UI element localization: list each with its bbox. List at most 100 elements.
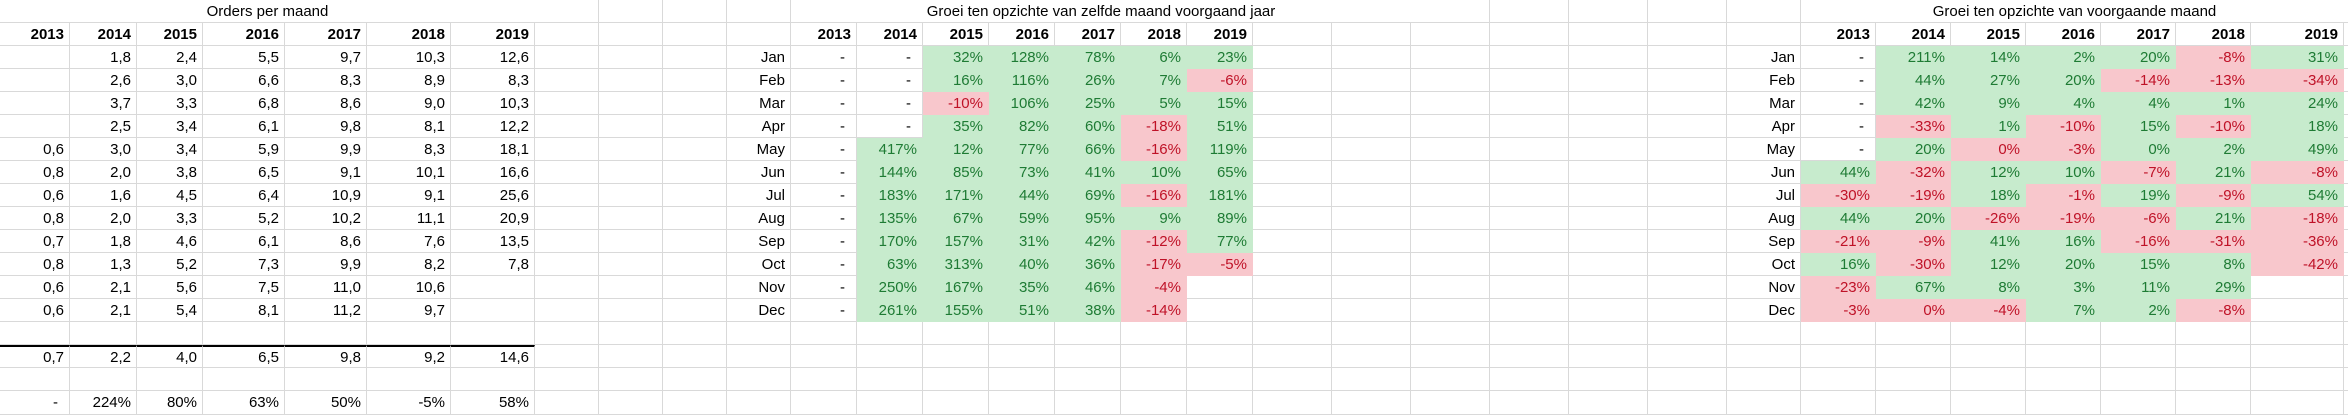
cell-orders-2013-Jun[interactable]: 0,8 [0, 161, 70, 184]
cell-orders-2013-Mar[interactable] [0, 92, 70, 115]
cell[interactable] [1332, 207, 1411, 230]
cell-mom-2015-Nov[interactable]: 8% [1951, 276, 2026, 299]
cell-yoy-2013-Sep[interactable]: - [791, 230, 857, 253]
cell-yoy-2015-Oct[interactable]: 313% [923, 253, 989, 276]
cell-mom-2016-Feb[interactable]: 20% [2026, 69, 2101, 92]
cell[interactable] [2026, 391, 2101, 415]
cell[interactable] [663, 276, 727, 299]
cell[interactable] [1490, 368, 1569, 391]
cell[interactable] [2344, 69, 2348, 92]
cell-orders-2018-Feb[interactable]: 8,9 [367, 69, 451, 92]
cell-orders-2014-May[interactable]: 3,0 [70, 138, 137, 161]
cell[interactable] [2344, 184, 2348, 207]
cell-orders-2018-Jul[interactable]: 9,1 [367, 184, 451, 207]
cell[interactable] [599, 207, 663, 230]
cell-yoy-2018-Oct[interactable]: -17% [1121, 253, 1187, 276]
cell[interactable] [1569, 230, 1648, 253]
cell-mom-2017-Jun[interactable]: -7% [2101, 161, 2176, 184]
cell-yoy-2019-May[interactable]: 119% [1187, 138, 1253, 161]
cell[interactable] [0, 322, 70, 345]
year-header-orders-2017[interactable]: 2017 [285, 23, 367, 46]
cell[interactable] [1411, 184, 1490, 207]
cell[interactable] [599, 161, 663, 184]
cell[interactable] [2344, 138, 2348, 161]
cell-orders-2015-Apr[interactable]: 3,4 [137, 115, 203, 138]
cell[interactable] [599, 46, 663, 69]
cell-yoy-2017-Oct[interactable]: 36% [1055, 253, 1121, 276]
cell-mom-2015-Sep[interactable]: 41% [1951, 230, 2026, 253]
cell[interactable] [663, 0, 727, 23]
cell-orders-2015-Jun[interactable]: 3,8 [137, 161, 203, 184]
cell[interactable] [1569, 345, 1648, 368]
cell[interactable] [663, 115, 727, 138]
cell-orders-2015-Aug[interactable]: 3,3 [137, 207, 203, 230]
cell-mom-2016-May[interactable]: -3% [2026, 138, 2101, 161]
cell-mom-2015-Aug[interactable]: -26% [1951, 207, 2026, 230]
cell-yoy-2013-Oct[interactable]: - [791, 253, 857, 276]
cell[interactable] [1411, 299, 1490, 322]
cell-yoy-2015-Aug[interactable]: 67% [923, 207, 989, 230]
cell-orders-2019-May[interactable]: 18,1 [451, 138, 535, 161]
month-label-mom-Feb[interactable]: Feb [1727, 69, 1801, 92]
cell-mom-2013-Jun[interactable]: 44% [1801, 161, 1876, 184]
cell-orders-2018-Aug[interactable]: 11,1 [367, 207, 451, 230]
month-label-yoy-Nov[interactable]: Nov [727, 276, 791, 299]
cell[interactable] [1411, 230, 1490, 253]
cell[interactable] [2026, 345, 2101, 368]
cell-yoy-2018-Jun[interactable]: 10% [1121, 161, 1187, 184]
cell-mom-2014-Oct[interactable]: -30% [1876, 253, 1951, 276]
cell-orders-2019-Jun[interactable]: 16,6 [451, 161, 535, 184]
cell-mom-2019-Jun[interactable]: -8% [2251, 161, 2344, 184]
cell[interactable] [2251, 322, 2344, 345]
cell[interactable] [1332, 299, 1411, 322]
cell-mom-2016-Nov[interactable]: 3% [2026, 276, 2101, 299]
cell-mom-2014-May[interactable]: 20% [1876, 138, 1951, 161]
year-header-mom-2013[interactable]: 2013 [1801, 23, 1876, 46]
cell-mom-2019-May[interactable]: 49% [2251, 138, 2344, 161]
cell-mom-2017-Mar[interactable]: 4% [2101, 92, 2176, 115]
cell[interactable] [1253, 92, 1332, 115]
cell[interactable] [663, 138, 727, 161]
cell-yoy-2013-Feb[interactable]: - [791, 69, 857, 92]
cell[interactable] [1876, 322, 1951, 345]
cell[interactable] [1490, 391, 1569, 415]
cell-orders-2019-Mar[interactable]: 10,3 [451, 92, 535, 115]
cell[interactable] [535, 184, 599, 207]
cell[interactable] [1951, 345, 2026, 368]
month-label-yoy-Mar[interactable]: Mar [727, 92, 791, 115]
cell[interactable] [1490, 46, 1569, 69]
cell-yoy-2015-Jul[interactable]: 171% [923, 184, 989, 207]
month-label-yoy-Apr[interactable]: Apr [727, 115, 791, 138]
cell[interactable] [1727, 345, 1801, 368]
cell-orders-2015-Sep[interactable]: 4,6 [137, 230, 203, 253]
cell[interactable] [1569, 115, 1648, 138]
cell-yoy-2013-Dec[interactable]: - [791, 299, 857, 322]
cell[interactable] [451, 368, 535, 391]
month-label-yoy-Dec[interactable]: Dec [727, 299, 791, 322]
cell-orders-2019-Jul[interactable]: 25,6 [451, 184, 535, 207]
cell-yoy-2013-Nov[interactable]: - [791, 276, 857, 299]
cell[interactable] [1411, 92, 1490, 115]
cell-yoy-2018-Feb[interactable]: 7% [1121, 69, 1187, 92]
cell-orders-2014-Jan[interactable]: 1,8 [70, 46, 137, 69]
cell[interactable] [1332, 184, 1411, 207]
cell[interactable] [535, 299, 599, 322]
cell-orders-2017-Jul[interactable]: 10,9 [285, 184, 367, 207]
cell[interactable] [1411, 391, 1490, 415]
cell[interactable] [535, 230, 599, 253]
cell-orders-2015-May[interactable]: 3,4 [137, 138, 203, 161]
cell-mom-2018-Jun[interactable]: 21% [2176, 161, 2251, 184]
cell-mom-2013-Sep[interactable]: -21% [1801, 230, 1876, 253]
cell-mom-2013-Oct[interactable]: 16% [1801, 253, 1876, 276]
cell[interactable] [989, 322, 1055, 345]
year-header-mom-2019[interactable]: 2019 [2251, 23, 2344, 46]
cell[interactable] [923, 322, 989, 345]
cell-mom-2017-Jan[interactable]: 20% [2101, 46, 2176, 69]
cell-yoy-2015-Sep[interactable]: 157% [923, 230, 989, 253]
cell[interactable] [367, 322, 451, 345]
cell[interactable] [663, 69, 727, 92]
cell-mom-2014-Sep[interactable]: -9% [1876, 230, 1951, 253]
cell-mom-2014-Nov[interactable]: 67% [1876, 276, 1951, 299]
cell-orders-2019-Apr[interactable]: 12,2 [451, 115, 535, 138]
cell[interactable] [599, 92, 663, 115]
